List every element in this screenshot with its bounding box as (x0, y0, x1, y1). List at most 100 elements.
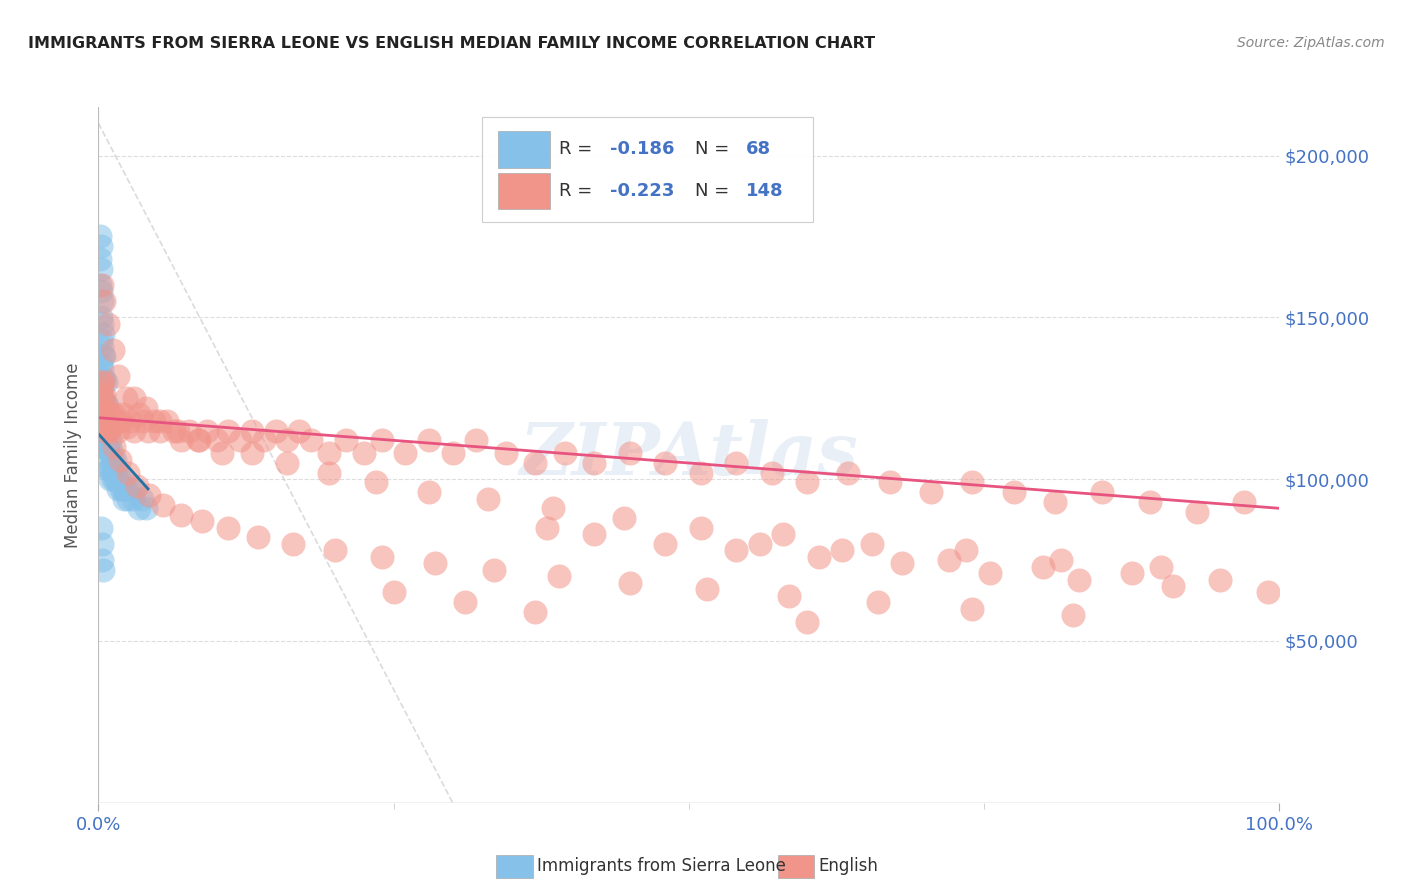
Point (105, 414, 128, 428)
Point (94, 420, 117, 434)
Point (90, 375, 112, 389)
Point (778, 589, 800, 603)
Point (93, 394, 115, 409)
Point (97, 317, 120, 331)
Point (1161, 579, 1184, 593)
Point (482, 563, 505, 577)
Point (101, 343, 124, 357)
FancyBboxPatch shape (482, 118, 813, 222)
Point (90, 310, 112, 325)
Point (323, 543, 346, 558)
Point (382, 585, 405, 599)
Point (98, 424, 121, 438)
Point (93, 417, 115, 432)
Point (1185, 504, 1208, 518)
Point (920, 485, 942, 500)
FancyBboxPatch shape (498, 131, 550, 168)
Point (122, 392, 145, 406)
Point (90, 521, 112, 535)
Point (583, 456, 606, 470)
Point (94, 401, 117, 415)
Point (98, 452, 121, 467)
Point (94, 375, 117, 389)
Text: Source: ZipAtlas.com: Source: ZipAtlas.com (1237, 36, 1385, 50)
Point (91, 408, 114, 422)
Point (938, 553, 960, 567)
Point (536, 521, 558, 535)
Point (96, 420, 118, 434)
Text: Immigrants from Sierra Leone: Immigrants from Sierra Leone (537, 857, 786, 875)
Point (111, 472, 134, 486)
Point (120, 482, 142, 496)
Point (689, 521, 711, 535)
Point (1002, 485, 1025, 500)
Point (108, 472, 131, 486)
Point (114, 392, 136, 406)
Point (103, 462, 125, 476)
Point (110, 414, 132, 428)
Point (91, 401, 114, 415)
Point (101, 417, 124, 432)
Point (91, 424, 114, 438)
Point (90, 356, 112, 370)
Point (89, 252, 111, 267)
Point (240, 424, 263, 438)
Point (91, 326, 114, 341)
Point (96, 398, 118, 412)
Point (837, 466, 859, 480)
Point (205, 434, 228, 448)
Point (179, 424, 201, 438)
Point (217, 521, 239, 535)
Point (98, 462, 121, 476)
Point (100, 443, 122, 458)
Point (117, 466, 139, 480)
Point (135, 501, 157, 516)
FancyBboxPatch shape (498, 173, 550, 210)
Point (131, 491, 153, 506)
Point (187, 434, 209, 448)
Text: R =: R = (560, 182, 598, 200)
Point (619, 446, 641, 460)
Point (962, 601, 984, 615)
Point (90, 285, 112, 299)
Point (103, 408, 125, 422)
Point (96, 443, 118, 458)
Point (524, 456, 547, 470)
Point (423, 557, 446, 571)
Point (108, 452, 131, 467)
Point (1121, 566, 1143, 580)
Text: 148: 148 (745, 182, 783, 200)
Point (91, 553, 114, 567)
Point (253, 434, 276, 448)
Text: R =: R = (560, 140, 598, 159)
Point (101, 452, 124, 467)
Point (548, 569, 571, 583)
Point (112, 491, 135, 506)
Point (121, 491, 143, 506)
Point (132, 414, 155, 428)
Point (101, 472, 124, 486)
Point (890, 557, 912, 571)
Text: -0.186: -0.186 (610, 140, 675, 159)
Point (761, 466, 783, 480)
Point (299, 434, 322, 448)
Point (107, 424, 129, 438)
Text: -0.223: -0.223 (610, 182, 675, 200)
Point (1233, 495, 1256, 509)
Point (725, 456, 748, 470)
Point (96, 414, 118, 428)
Point (1050, 553, 1073, 567)
Point (418, 434, 440, 448)
Point (107, 482, 129, 496)
Point (229, 434, 252, 448)
Point (477, 491, 499, 506)
Point (170, 434, 193, 448)
Point (100, 408, 122, 422)
Point (149, 424, 172, 438)
Point (152, 498, 174, 512)
Point (187, 434, 209, 448)
Point (91, 317, 114, 331)
Point (195, 424, 218, 438)
Point (97, 424, 120, 438)
Point (104, 472, 127, 486)
